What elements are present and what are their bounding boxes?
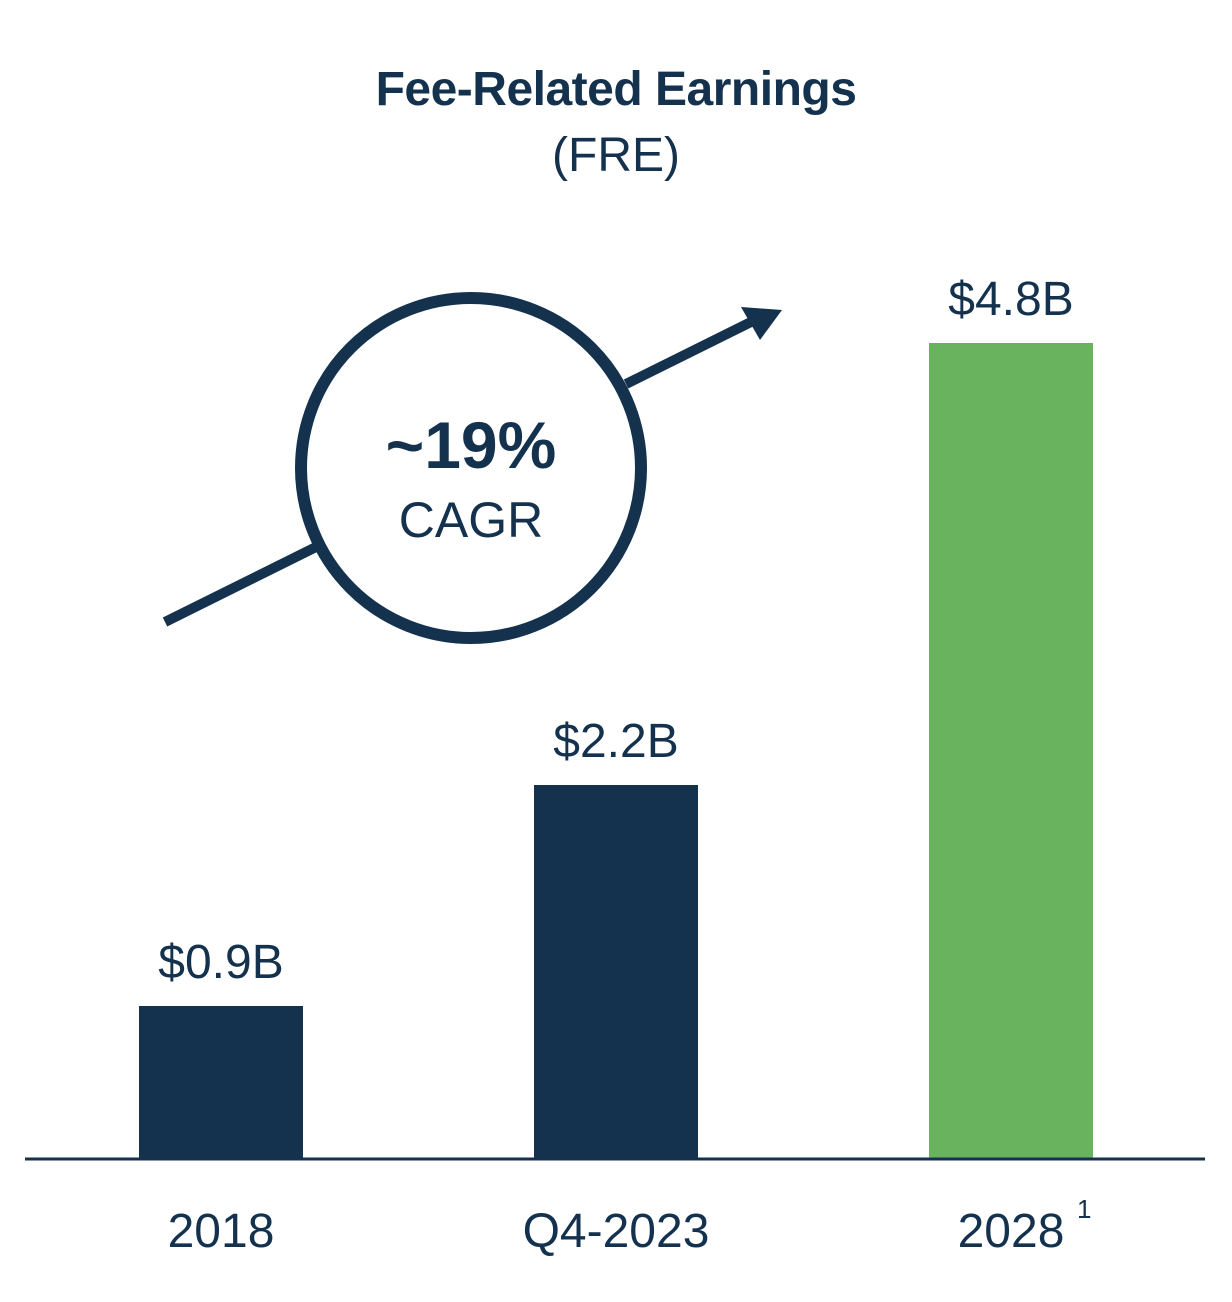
footnote-marker: 1: [1077, 1194, 1091, 1224]
cagr-annotation: ~19% CAGR: [162, 292, 782, 644]
cagr-circle: [295, 292, 647, 644]
trend-arrow-shaft: [623, 315, 758, 389]
x-tick-label: 2028: [958, 1205, 1065, 1258]
chart-subtitle: (FRE): [552, 129, 680, 182]
arrow-head-icon: [741, 307, 782, 340]
bar-Q4-2023: [534, 785, 698, 1159]
cagr-value: ~19%: [386, 408, 557, 482]
chart-title: Fee-Related Earnings: [375, 63, 857, 116]
bar-2018: [139, 1006, 303, 1159]
x-tick-label: 2018: [168, 1205, 275, 1258]
data-label: $2.2B: [553, 715, 678, 768]
data-label: $4.8B: [948, 273, 1073, 326]
bar-2028: [929, 343, 1093, 1159]
data-label: $0.9B: [158, 936, 283, 989]
cagr-label: CAGR: [399, 492, 543, 548]
x-tick-label: Q4-2023: [523, 1205, 710, 1258]
trend-arrow-tail: [162, 541, 321, 627]
